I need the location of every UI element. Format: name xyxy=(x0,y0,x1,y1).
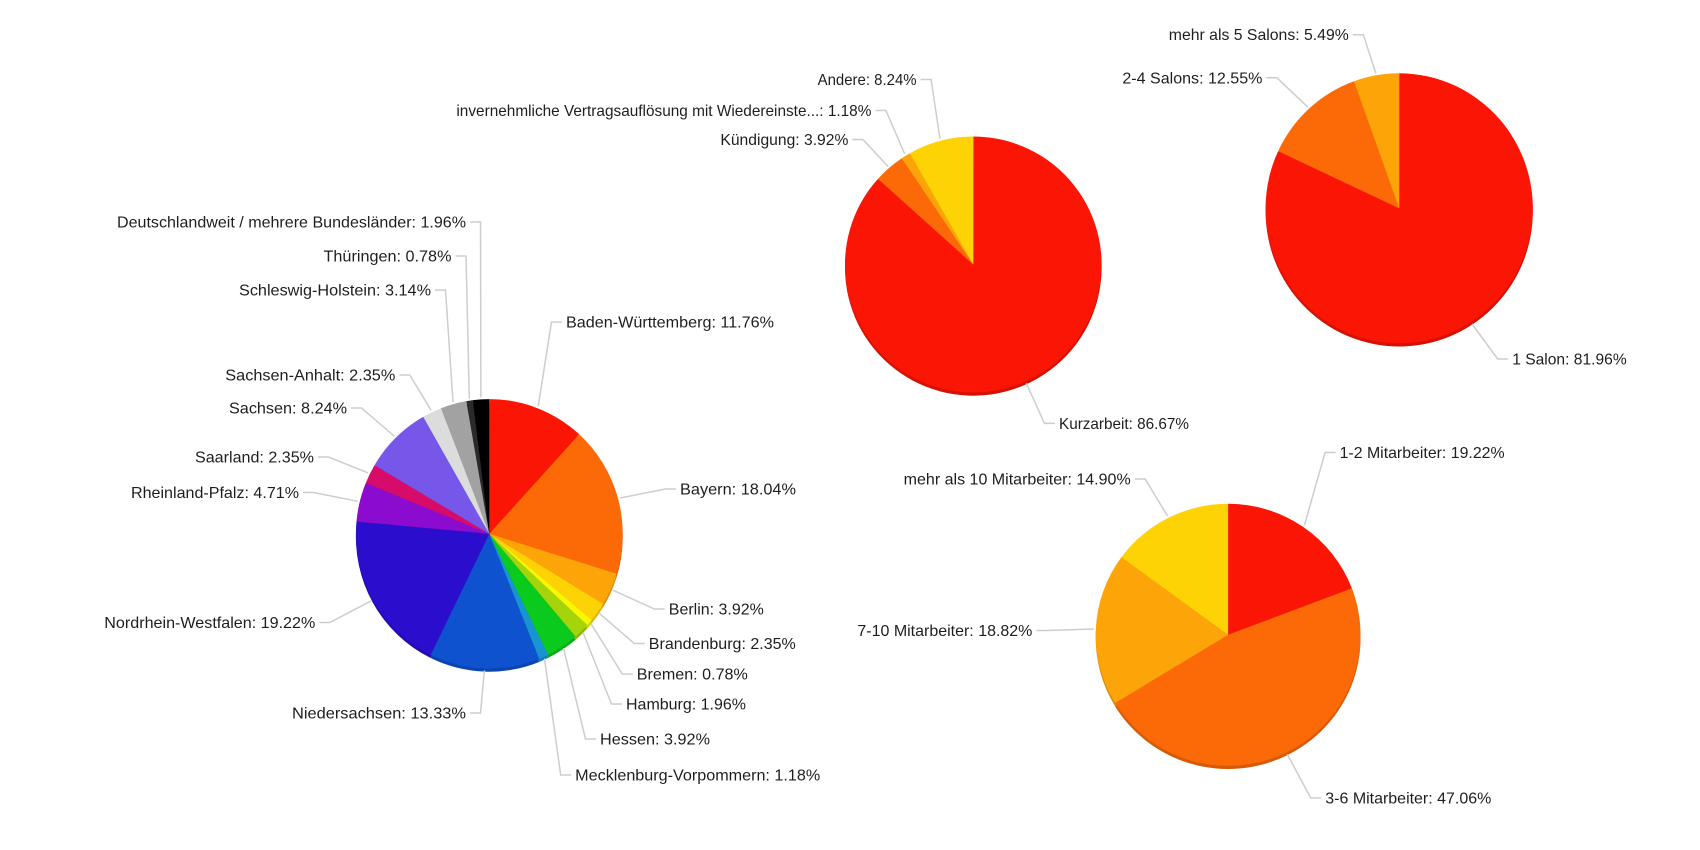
svg-text:2-4 Salons: 12.55%: 2-4 Salons: 12.55% xyxy=(1122,70,1262,87)
svg-text:invernehmliche Vertragsauflösu: invernehmliche Vertragsauflösung mit Wie… xyxy=(456,103,871,120)
svg-text:Bayern: 18.04%: Bayern: 18.04% xyxy=(680,482,796,499)
svg-text:Deutschlandweit / mehrere Bund: Deutschlandweit / mehrere Bundesländer: … xyxy=(117,215,466,232)
svg-text:Niedersachsen: 13.33%: Niedersachsen: 13.33% xyxy=(292,706,466,723)
svg-text:Rheinland-Pfalz: 4.71%: Rheinland-Pfalz: 4.71% xyxy=(131,485,299,502)
svg-text:mehr als 10 Mitarbeiter: 14.90: mehr als 10 Mitarbeiter: 14.90% xyxy=(904,472,1131,489)
svg-text:Kündigung: 3.92%: Kündigung: 3.92% xyxy=(720,132,848,149)
svg-text:Schleswig-Holstein: 3.14%: Schleswig-Holstein: 3.14% xyxy=(239,283,431,300)
svg-text:3-6 Mitarbeiter: 47.06%: 3-6 Mitarbeiter: 47.06% xyxy=(1325,791,1491,808)
svg-text:Andere: 8.24%: Andere: 8.24% xyxy=(818,72,917,89)
svg-text:Baden-Württemberg: 11.76%: Baden-Württemberg: 11.76% xyxy=(566,315,774,332)
svg-text:Saarland: 2.35%: Saarland: 2.35% xyxy=(195,450,314,467)
svg-text:Sachsen-Anhalt: 2.35%: Sachsen-Anhalt: 2.35% xyxy=(225,368,395,385)
svg-text:1-2 Mitarbeiter: 19.22%: 1-2 Mitarbeiter: 19.22% xyxy=(1340,445,1505,462)
svg-text:Berlin: 3.92%: Berlin: 3.92% xyxy=(669,602,764,619)
svg-text:Hamburg: 1.96%: Hamburg: 1.96% xyxy=(626,697,746,714)
svg-text:Mecklenburg-Vorpommern: 1.18%: Mecklenburg-Vorpommern: 1.18% xyxy=(575,768,820,785)
svg-text:1 Salon: 81.96%: 1 Salon: 81.96% xyxy=(1512,352,1627,369)
svg-text:mehr als 5 Salons: 5.49%: mehr als 5 Salons: 5.49% xyxy=(1169,27,1349,44)
svg-text:Sachsen: 8.24%: Sachsen: 8.24% xyxy=(229,401,347,418)
svg-text:7-10 Mitarbeiter: 18.82%: 7-10 Mitarbeiter: 18.82% xyxy=(857,623,1032,640)
svg-text:Kurzarbeit: 86.67%: Kurzarbeit: 86.67% xyxy=(1059,416,1189,433)
svg-text:Brandenburg: 2.35%: Brandenburg: 2.35% xyxy=(649,636,796,653)
svg-text:Thüringen: 0.78%: Thüringen: 0.78% xyxy=(324,249,452,266)
svg-text:Hessen: 3.92%: Hessen: 3.92% xyxy=(600,732,710,749)
svg-text:Bremen: 0.78%: Bremen: 0.78% xyxy=(637,667,748,684)
svg-text:Nordrhein-Westfalen: 19.22%: Nordrhein-Westfalen: 19.22% xyxy=(104,615,315,632)
